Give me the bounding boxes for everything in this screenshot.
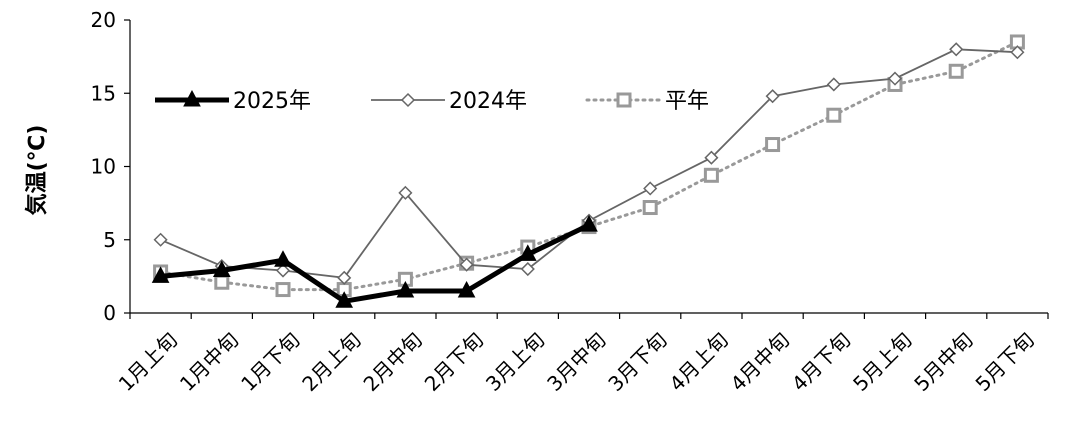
- legend-marker: [400, 92, 416, 108]
- x-tick-label: 3月上旬: [481, 328, 549, 396]
- data-point: [275, 282, 291, 298]
- data-point: [765, 89, 780, 104]
- x-tick-label: 4月下旬: [787, 328, 855, 396]
- data-point: [949, 42, 964, 57]
- data-point: [275, 263, 291, 278]
- legend-item-2: 平年: [585, 89, 709, 114]
- x-tick-label: 5月下旬: [971, 328, 1039, 396]
- data-point: [337, 270, 352, 285]
- legend-item-0: 2025年: [155, 89, 311, 114]
- y-tick-label: 15: [91, 81, 116, 105]
- x-tick-label: 3月下旬: [603, 328, 671, 396]
- data-point: [212, 260, 231, 278]
- data-point: [580, 215, 598, 232]
- x-tick-label: 1月上旬: [114, 328, 182, 396]
- data-point: [1010, 45, 1025, 60]
- data-point: [518, 244, 537, 261]
- data-point: [642, 200, 658, 216]
- data-point: [948, 63, 964, 79]
- y-axis: 0 5 10 15 20: [91, 8, 130, 325]
- y-tick-label: 20: [91, 8, 116, 32]
- data-point: [704, 150, 719, 165]
- y-axis-label: 気温(℃): [24, 125, 50, 216]
- y-tick-label: 5: [103, 228, 116, 252]
- x-tick-label: 5月中旬: [909, 328, 977, 396]
- data-point: [826, 107, 842, 123]
- x-tick-label: 4月中旬: [726, 328, 794, 396]
- legend-label: 2025年: [233, 89, 311, 114]
- legend-marker: [616, 92, 632, 108]
- x-tick-label: 5月上旬: [848, 328, 916, 396]
- x-tick-label: 4月上旬: [665, 328, 733, 396]
- series-0: [151, 215, 598, 308]
- data-point: [396, 280, 415, 298]
- data-point: [520, 261, 535, 277]
- legend-label: 平年: [665, 89, 709, 114]
- legend: 2025年 2024年 平年: [155, 89, 709, 114]
- series-layer: [151, 34, 1025, 308]
- data-point: [398, 185, 413, 200]
- y-tick-label: 10: [91, 155, 116, 179]
- data-point: [887, 71, 903, 86]
- x-tick-label: 2月上旬: [297, 328, 365, 396]
- y-tick-label: 0: [103, 301, 116, 325]
- data-point: [151, 266, 170, 283]
- legend-marker: [183, 89, 201, 107]
- series-line: [160, 222, 591, 304]
- data-point: [459, 257, 474, 272]
- x-tick-label: 3月中旬: [542, 328, 610, 396]
- x-tick-label: 2月中旬: [359, 328, 427, 396]
- data-point: [457, 280, 476, 298]
- data-point: [335, 291, 354, 308]
- data-point: [214, 274, 230, 290]
- series-1: [153, 42, 1025, 285]
- x-tick-label: 1月中旬: [175, 328, 243, 396]
- data-point: [643, 181, 658, 196]
- data-point: [153, 232, 168, 247]
- data-point: [703, 167, 719, 183]
- data-point: [274, 250, 292, 267]
- x-tick-label: 2月下旬: [420, 328, 488, 396]
- x-tick-label: 1月下旬: [236, 328, 304, 396]
- data-point: [765, 137, 781, 153]
- legend-item-1: 2024年: [371, 89, 527, 114]
- x-axis: 1月上旬1月中旬1月下旬2月上旬2月中旬2月下旬3月上旬3月中旬3月下旬4月上旬…: [114, 313, 1049, 396]
- legend-label: 2024年: [449, 89, 527, 114]
- data-point: [826, 77, 841, 92]
